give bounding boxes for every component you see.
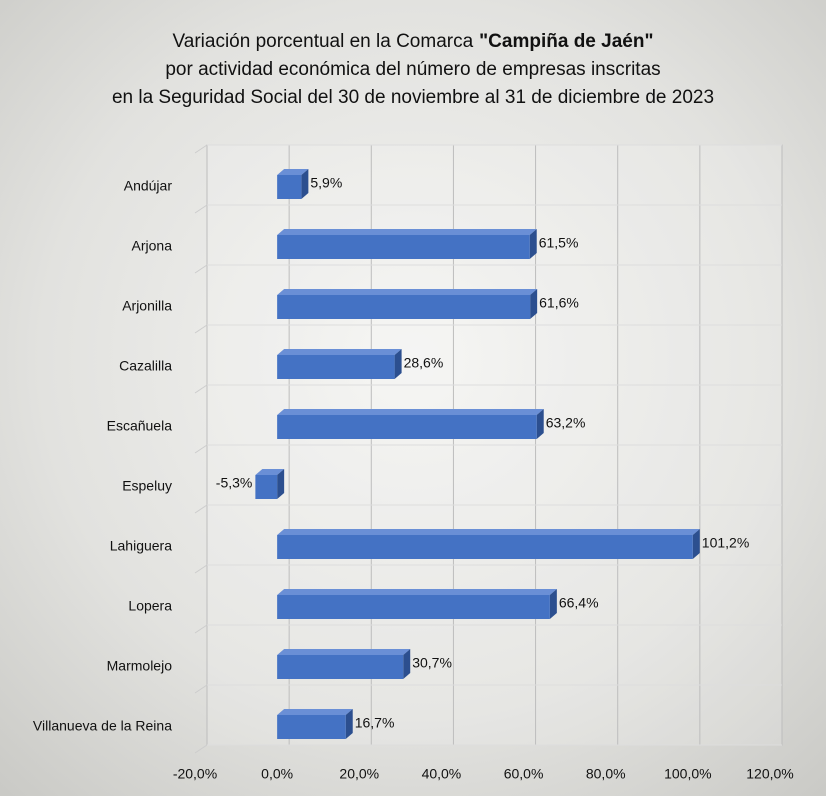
bar-face xyxy=(277,175,302,199)
title-highlight: "Campiña de Jaén" xyxy=(479,31,653,52)
bar-face xyxy=(692,529,700,559)
bar xyxy=(277,709,353,739)
bar-face xyxy=(277,529,700,535)
x-tick-label: 40,0% xyxy=(422,766,462,782)
row-line xyxy=(194,444,208,454)
row-line xyxy=(194,684,208,694)
bar-face xyxy=(277,469,285,499)
row-line xyxy=(194,744,208,754)
bar xyxy=(277,589,557,619)
bar-face xyxy=(277,409,544,415)
y-tick-label: Cazalilla xyxy=(119,358,172,374)
x-tick-label: 0,0% xyxy=(261,766,293,782)
bar-face xyxy=(277,235,530,259)
x-tick-label: 120,0% xyxy=(746,766,793,782)
bar xyxy=(255,469,285,499)
bar xyxy=(277,229,537,259)
data-label: 5,9% xyxy=(310,175,342,191)
y-tick-label: Escañuela xyxy=(107,418,173,434)
bar-face xyxy=(536,409,544,439)
data-label: 101,2% xyxy=(702,535,749,551)
row-line xyxy=(194,144,208,154)
row-line xyxy=(194,564,208,574)
bar xyxy=(277,409,544,439)
subtitle: por actividad económica del número de em… xyxy=(165,59,660,80)
plot-area: -20,0% 0,0% 20,0% 40,0% 60,0% 80,0% 100,0% 120,… xyxy=(33,144,794,782)
data-label: 66,4% xyxy=(559,595,599,611)
bar-face xyxy=(277,349,402,355)
row-line xyxy=(194,504,208,514)
data-label: 28,6% xyxy=(404,355,444,371)
bar-face xyxy=(345,709,353,739)
data-label: 16,7% xyxy=(355,715,395,731)
y-tick-label: Arjonilla xyxy=(122,298,172,314)
bar-face xyxy=(277,355,395,379)
y-tick-label: Arjona xyxy=(132,238,173,254)
bar-face xyxy=(277,229,537,235)
row-line xyxy=(194,624,208,634)
x-tick-label: 100,0% xyxy=(664,766,711,782)
title-lead: Variación porcentual en la Comarca xyxy=(173,31,474,52)
bar xyxy=(277,289,538,319)
bar-face xyxy=(277,655,404,679)
y-tick-label: Lahiguera xyxy=(110,538,172,554)
bar-face xyxy=(277,589,557,595)
bar-face xyxy=(255,469,285,475)
bar xyxy=(277,529,700,559)
row-line xyxy=(194,384,208,394)
x-tick-label: 20,0% xyxy=(339,766,379,782)
bar-face xyxy=(277,289,538,295)
bar xyxy=(277,349,402,379)
bar-face xyxy=(403,649,411,679)
x-tick-label: 60,0% xyxy=(504,766,544,782)
row-line xyxy=(194,324,208,334)
x-tick-label: -20,0% xyxy=(173,766,217,782)
x-tick-label: 80,0% xyxy=(586,766,626,782)
bar-face xyxy=(549,589,557,619)
bar-face xyxy=(530,289,538,319)
bar-face xyxy=(255,475,278,499)
bar-face xyxy=(277,535,693,559)
y-tick-label: Villanueva de la Reina xyxy=(33,718,172,734)
bar-face xyxy=(277,595,550,619)
subtitle: en la Seguridad Social del 30 de noviemb… xyxy=(112,87,714,108)
data-label: 61,6% xyxy=(539,295,579,311)
data-label: 63,2% xyxy=(546,415,586,431)
y-tick-label: Marmolejo xyxy=(107,658,173,674)
bar-face xyxy=(277,715,346,739)
data-label: 30,7% xyxy=(412,655,452,671)
bar-face xyxy=(277,295,531,319)
y-tick-label: Andújar xyxy=(124,178,173,194)
bar-face xyxy=(277,415,537,439)
data-label: 61,5% xyxy=(539,235,579,251)
bar xyxy=(277,649,411,679)
bar-face xyxy=(277,709,353,715)
bar-face xyxy=(394,349,402,379)
bar-face xyxy=(277,169,309,175)
y-tick-label: Lopera xyxy=(128,598,172,614)
data-label: -5,3% xyxy=(216,475,253,491)
chart-title: Variación porcentual en la Comarca "Campi… xyxy=(173,31,654,52)
bar xyxy=(277,169,309,199)
bar-face xyxy=(277,649,411,655)
row-line xyxy=(194,204,208,214)
row-line xyxy=(194,264,208,274)
bar-face xyxy=(301,169,309,199)
y-tick-label: Espeluy xyxy=(122,478,172,494)
bar-face xyxy=(529,229,537,259)
